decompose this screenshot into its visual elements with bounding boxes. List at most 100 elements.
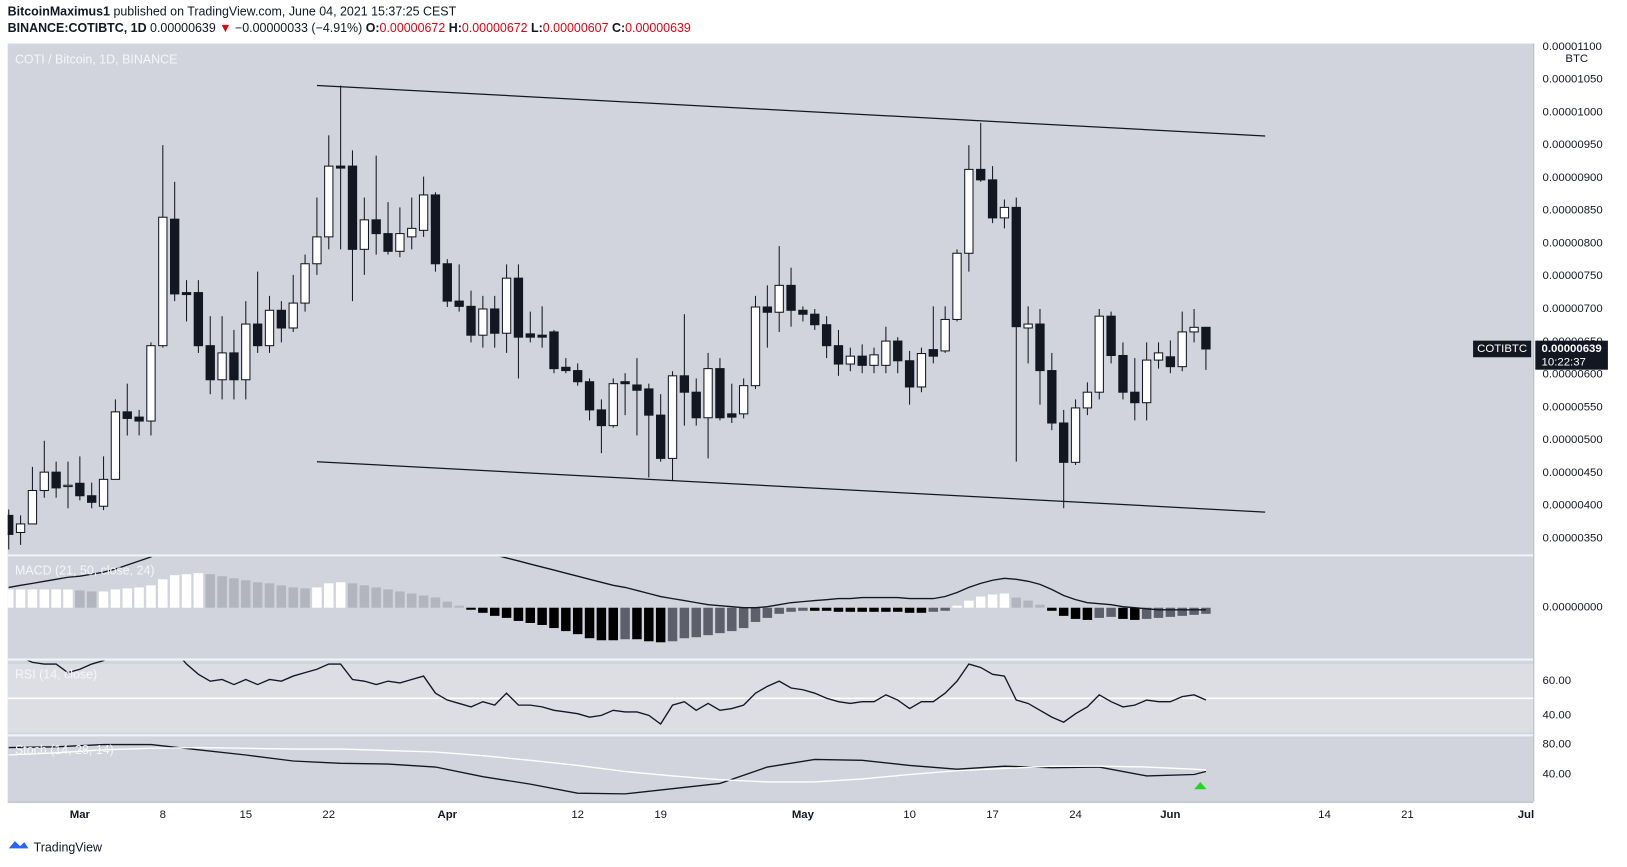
chart-title: COTI / Bitcoin, 1D, BINANCE bbox=[15, 52, 177, 66]
symbol-tag-label: COTIBTC bbox=[1477, 343, 1527, 355]
histogram-bar bbox=[134, 587, 144, 608]
histogram-bar bbox=[999, 593, 1010, 608]
y-tick-label: 0.00000450 bbox=[1543, 467, 1603, 479]
candle-body bbox=[833, 345, 844, 365]
histogram-bar bbox=[371, 587, 381, 608]
candle-body bbox=[798, 309, 808, 315]
y-tick-label: 40.00 bbox=[1543, 768, 1572, 780]
panel-label: RSI (14, close) bbox=[15, 667, 97, 681]
candle-body bbox=[181, 292, 192, 296]
candle-body bbox=[608, 383, 618, 427]
histogram-bar bbox=[845, 607, 856, 612]
histogram-bar bbox=[975, 596, 986, 608]
candle-body bbox=[940, 318, 950, 352]
histogram-bar bbox=[454, 605, 464, 608]
candle-body bbox=[454, 300, 464, 307]
histogram-bar bbox=[1011, 597, 1022, 608]
trend-line bbox=[316, 461, 1266, 513]
histogram-bar bbox=[667, 607, 678, 642]
histogram-bar bbox=[916, 607, 927, 613]
candle-body bbox=[916, 353, 927, 388]
histogram-bar bbox=[1047, 607, 1057, 611]
candle-body bbox=[561, 366, 571, 372]
x-tick-label: 14 bbox=[1318, 809, 1331, 821]
candle-body bbox=[395, 233, 405, 252]
candle-body bbox=[893, 340, 903, 362]
histogram-bar bbox=[264, 583, 275, 608]
candle-body bbox=[632, 384, 642, 391]
histogram-bar bbox=[821, 607, 832, 611]
x-tick-label: 12 bbox=[571, 809, 584, 821]
y-tick-label: 0.00001000 bbox=[1543, 106, 1603, 118]
histogram-bar bbox=[881, 607, 891, 612]
candle-body bbox=[1070, 407, 1081, 463]
histogram-bar bbox=[312, 587, 322, 608]
histogram-bar bbox=[51, 589, 61, 608]
candle-body bbox=[1082, 391, 1093, 409]
y-tick-label: 60.00 bbox=[1543, 675, 1572, 687]
author: BitcoinMaximus1 bbox=[8, 5, 110, 19]
y-tick-label: 0.00000750 bbox=[1543, 270, 1603, 282]
candle-body bbox=[1094, 315, 1104, 393]
y-tick-label: 0.00000900 bbox=[1543, 172, 1603, 184]
candle-body bbox=[205, 345, 215, 381]
ohlc-label: H: bbox=[449, 21, 462, 35]
candle-body bbox=[501, 277, 512, 334]
histogram-bar bbox=[703, 607, 713, 636]
histogram-bar bbox=[169, 575, 180, 608]
candle-body bbox=[513, 277, 524, 338]
histogram-bar bbox=[276, 585, 287, 608]
candle-body bbox=[134, 416, 144, 422]
histogram-bar bbox=[572, 607, 583, 635]
x-tick-label: 22 bbox=[322, 809, 335, 821]
y-tick-label: 0.00000000 bbox=[1543, 602, 1603, 614]
candle-body bbox=[7, 514, 14, 535]
histogram-bar bbox=[158, 579, 168, 608]
histogram-bar bbox=[1058, 607, 1069, 616]
candle-body bbox=[122, 411, 132, 419]
candle-body bbox=[264, 309, 275, 347]
histogram-bar bbox=[407, 593, 417, 608]
histogram-bar bbox=[513, 607, 524, 621]
y-tick-label: 0.00000700 bbox=[1543, 303, 1603, 315]
candle-body bbox=[1035, 323, 1045, 372]
histogram-bar bbox=[288, 587, 298, 608]
y-tick-label: 0.00000950 bbox=[1543, 139, 1603, 151]
histogram-bar bbox=[347, 583, 358, 608]
y-tick-label: 40.00 bbox=[1543, 709, 1572, 721]
candle-body bbox=[810, 313, 820, 326]
candle-body bbox=[952, 252, 962, 320]
candle-body bbox=[1189, 326, 1199, 333]
candle-body bbox=[359, 219, 369, 250]
histogram-bar bbox=[1177, 607, 1187, 616]
candle-body bbox=[217, 352, 227, 381]
histogram-bar bbox=[655, 607, 666, 643]
candle-body bbox=[667, 375, 678, 459]
symbol: BINANCE:COTIBTC, 1D bbox=[8, 21, 147, 35]
histogram-bar bbox=[940, 607, 950, 611]
published: published on TradingView.com, June 04, 2… bbox=[113, 5, 456, 19]
histogram-bar bbox=[7, 589, 14, 608]
histogram-bar bbox=[501, 607, 512, 618]
panel bbox=[7, 660, 1534, 733]
histogram-bar bbox=[691, 607, 701, 638]
histogram-bar bbox=[383, 589, 393, 608]
histogram-bar bbox=[478, 607, 488, 613]
histogram-bar bbox=[786, 607, 796, 612]
histogram-bar bbox=[300, 588, 310, 608]
ohlc-value: 0.00000607 bbox=[543, 21, 609, 35]
histogram-bar bbox=[869, 607, 879, 612]
histogram-bar bbox=[27, 589, 38, 608]
candle-body bbox=[869, 354, 879, 366]
indicator-line bbox=[8, 746, 1206, 783]
histogram-bar bbox=[181, 574, 192, 608]
signal-arrow bbox=[1194, 781, 1207, 790]
candle-body bbox=[98, 478, 109, 507]
candle-body bbox=[537, 334, 547, 338]
candle-body bbox=[964, 168, 974, 254]
candle-body bbox=[252, 323, 263, 347]
histogram-bar bbox=[738, 607, 749, 629]
indicator-line bbox=[26, 660, 1207, 725]
candle-body bbox=[691, 391, 701, 419]
candle-body bbox=[383, 233, 393, 252]
